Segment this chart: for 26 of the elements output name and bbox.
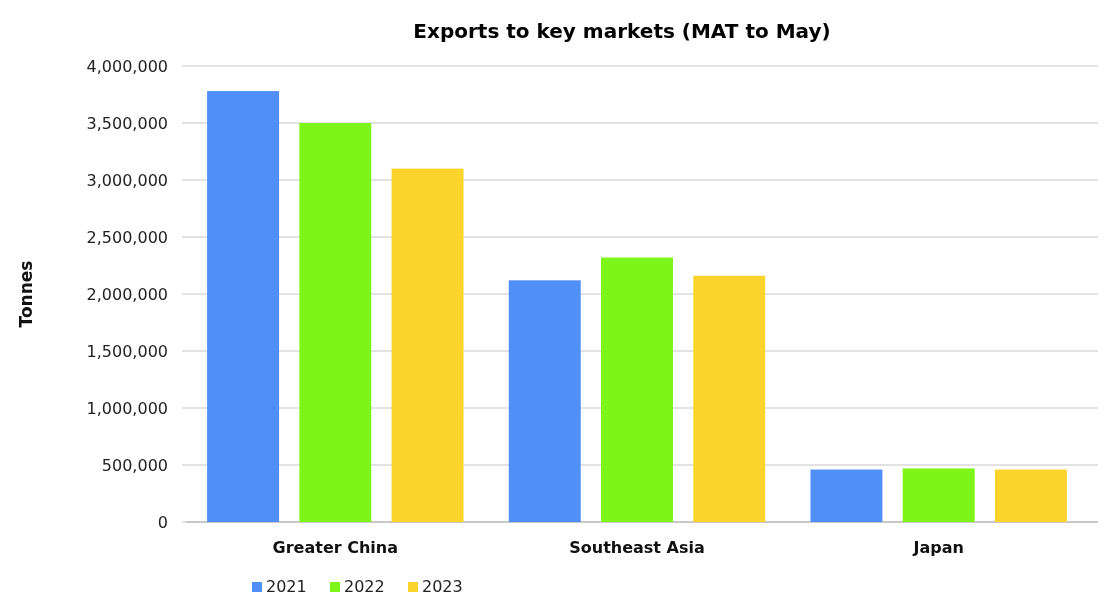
legend-label: 2021 — [266, 577, 307, 596]
bar — [508, 280, 581, 522]
y-tick-label: 1,500,000 — [86, 341, 168, 361]
x-tick-label: Greater China — [272, 538, 399, 557]
bar — [994, 469, 1067, 522]
bar — [299, 123, 372, 522]
y-tick-label: 3,000,000 — [86, 170, 168, 190]
bar — [693, 275, 766, 522]
y-tick-label: 2,000,000 — [86, 284, 168, 304]
y-tick-label: 1,000,000 — [86, 398, 168, 418]
bar — [601, 257, 673, 522]
x-tick-label: Southeast Asia — [569, 538, 705, 557]
legend-label: 2022 — [344, 577, 385, 596]
bar — [810, 469, 883, 522]
chart-title: Exports to key markets (MAT to May) — [413, 19, 831, 43]
y-tick-label: 500,000 — [101, 455, 168, 475]
bar — [902, 468, 975, 522]
y-tick-label: 0 — [157, 512, 168, 532]
y-tick-label: 2,500,000 — [86, 227, 168, 247]
bar — [391, 168, 464, 522]
x-tick-label: Japan — [912, 538, 964, 557]
y-tick-label: 3,500,000 — [86, 113, 168, 133]
legend-label: 2023 — [422, 577, 463, 596]
y-tick-label: 4,000,000 — [86, 56, 168, 76]
y-axis-title: Tonnes — [16, 260, 36, 328]
bar — [207, 91, 280, 522]
